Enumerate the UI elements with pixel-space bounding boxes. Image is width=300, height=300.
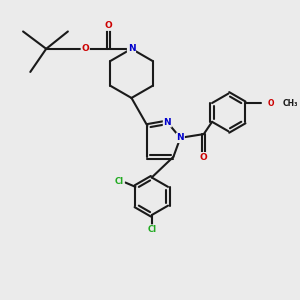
Text: O: O — [267, 98, 274, 107]
Text: N: N — [164, 118, 171, 127]
Text: N: N — [176, 133, 184, 142]
Text: O: O — [104, 21, 112, 30]
Text: CH₃: CH₃ — [282, 98, 298, 107]
Text: Cl: Cl — [115, 177, 124, 186]
Text: O: O — [81, 44, 89, 53]
Text: Cl: Cl — [147, 225, 156, 234]
Text: O: O — [200, 153, 208, 162]
Text: N: N — [128, 44, 135, 53]
Text: N: N — [128, 44, 135, 53]
